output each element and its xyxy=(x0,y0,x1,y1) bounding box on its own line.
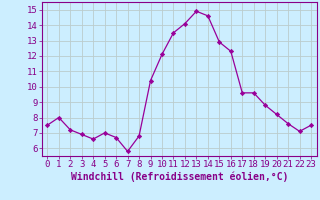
X-axis label: Windchill (Refroidissement éolien,°C): Windchill (Refroidissement éolien,°C) xyxy=(70,172,288,182)
